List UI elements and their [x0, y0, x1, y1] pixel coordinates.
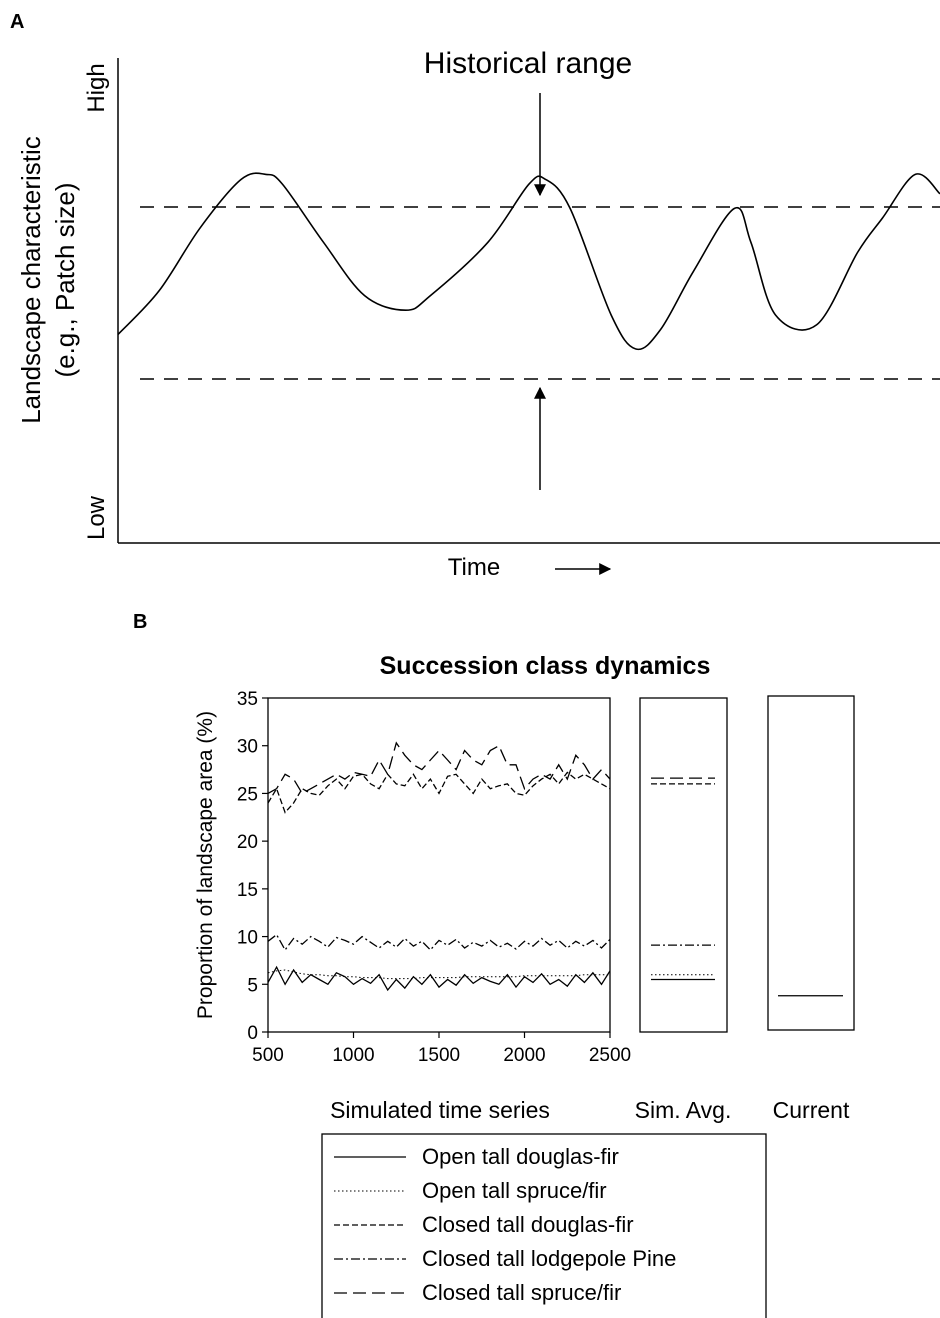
- y-tick-label: 25: [237, 784, 258, 805]
- sim-avg-frame: [639, 697, 728, 1033]
- series-xlabel: Simulated time series: [330, 1097, 550, 1123]
- y-tick-label: 30: [237, 737, 258, 758]
- panel-b-series: [267, 741, 611, 992]
- x-tick-label: 1500: [418, 1045, 460, 1066]
- panel-a-label: A: [10, 11, 24, 33]
- panel-a: A Historical range Landscape characteris…: [10, 11, 940, 581]
- panel-a-ylabel-line2: (e.g., Patch size): [50, 182, 80, 377]
- legend-box: [321, 1133, 767, 1318]
- legend-label: Open tall douglas-fir: [422, 1144, 619, 1169]
- series-plot-frame: [267, 697, 611, 1033]
- x-tick-label: 2000: [503, 1045, 545, 1066]
- current-frame: [767, 695, 855, 1031]
- panel-a-y-low: Low: [83, 495, 110, 540]
- legend-label: Closed tall douglas-fir: [422, 1212, 634, 1237]
- legend-label: Closed tall lodgepole Pine: [422, 1246, 676, 1271]
- series-line-closed-tall-lodgepole-pine: [267, 933, 611, 952]
- series-line-open-tall-spruce-fir: [267, 969, 610, 980]
- legend: Open tall douglas-fir Open tall spruce/fi…: [321, 1133, 767, 1318]
- panel-a-xlabel: Time: [448, 554, 500, 581]
- legend-label: Closed tall spruce/fir: [422, 1280, 621, 1305]
- y-tick-label: 35: [237, 689, 258, 710]
- y-tick-label: 20: [237, 832, 258, 853]
- y-tick-label: 15: [237, 880, 258, 901]
- y-tick-label: 10: [237, 928, 258, 949]
- panel-b-ylabel: Proportion of landscape area (%): [194, 711, 217, 1019]
- panel-a-y-high: High: [83, 63, 110, 112]
- series-line-open-tall-douglas-fir: [267, 965, 611, 992]
- y-tick-label: 0: [247, 1023, 258, 1044]
- current-xlabel: Current: [773, 1097, 850, 1123]
- sim-avg-lines: [651, 777, 715, 981]
- x-tick-label: 2500: [589, 1045, 631, 1066]
- panel-b-label: B: [133, 611, 147, 633]
- y-tick-label: 5: [247, 975, 258, 996]
- panel-b: B Succession class dynamics Proportion o…: [133, 611, 855, 1318]
- panel-b-title: Succession class dynamics: [380, 652, 711, 680]
- landscape-curve: [117, 172, 940, 351]
- sim-avg-xlabel: Sim. Avg.: [635, 1097, 732, 1123]
- x-tick-label: 500: [252, 1045, 284, 1066]
- x-tick-label: 1000: [332, 1045, 374, 1066]
- panel-b-x-ticks: 500 1000 1500 2000 2500: [252, 1032, 631, 1066]
- panel-a-ylabel-line1: Landscape characteristic: [16, 136, 46, 424]
- series-line-closed-tall-douglas-fir: [267, 771, 611, 814]
- legend-label: Open tall spruce/fir: [422, 1178, 607, 1203]
- series-line-closed-tall-spruce-fir: [267, 741, 611, 795]
- historical-range-label: Historical range: [424, 47, 632, 80]
- panel-b-y-ticks: 0 5 10 15 20 25 30 35: [237, 689, 268, 1044]
